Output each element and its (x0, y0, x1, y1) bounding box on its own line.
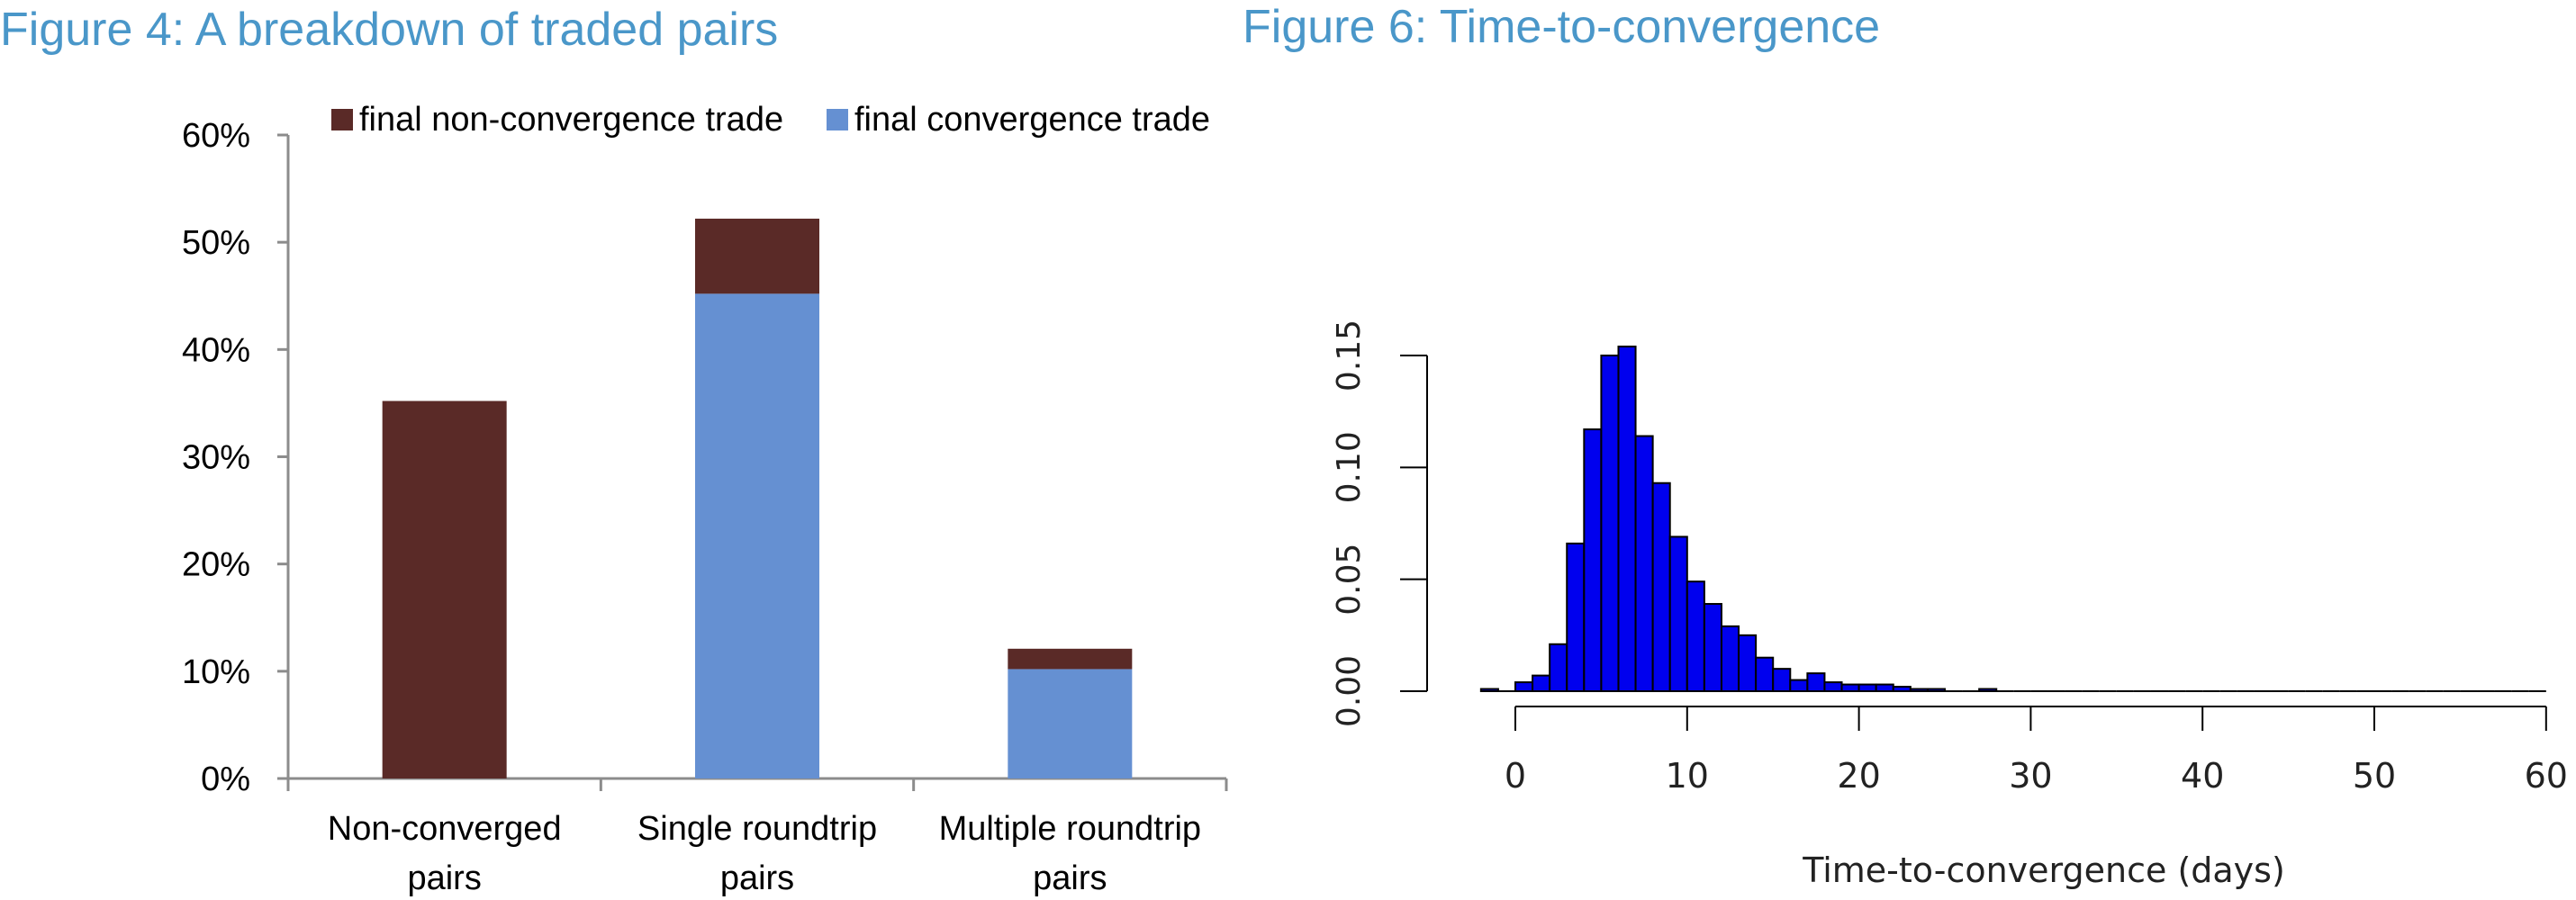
histogram-bar (1738, 634, 1758, 692)
y-tick-label: 0.15 (1331, 320, 1368, 392)
bar-segment (382, 400, 507, 778)
x-tick-label: pairs (720, 860, 794, 897)
y-tick-label: 30% (182, 439, 250, 477)
histogram-bar (1634, 435, 1654, 692)
histogram-bar (1840, 683, 1860, 692)
histogram-bar (1703, 603, 1722, 693)
figure-6-title: Figure 6: Time-to-convergence (1243, 1, 1880, 53)
figure-4-legend: final non-convergence trade final converg… (331, 101, 1210, 139)
figure-4-x-tick-labels: Non-converged pairs Single roundtrip pairs M… (328, 810, 1201, 897)
figure-4: Figure 4: A breakdown of traded pairs fi… (0, 4, 1228, 897)
figure-6-bars (1479, 346, 2546, 693)
legend-swatch (331, 109, 353, 130)
histogram-bar (1686, 580, 1705, 692)
histogram-bar (1617, 346, 1637, 692)
legend-swatch (827, 109, 848, 130)
figure-6-x-axis-label: Time-to-convergence (days) (1802, 850, 2285, 890)
y-tick-label: 60% (182, 117, 250, 155)
y-tick-label: 20% (182, 546, 250, 584)
x-tick-label: 50 (2353, 756, 2396, 796)
histogram-bar (1857, 683, 1877, 692)
histogram-bar (1720, 625, 1740, 692)
histogram-bar (1668, 536, 1688, 692)
figure-6: Figure 6: Time-to-convergence 0.000.050.… (1243, 1, 2568, 890)
x-tick-label: 40 (2181, 756, 2224, 796)
histogram-bar (1583, 428, 1603, 692)
y-tick-label: 0.05 (1331, 544, 1368, 616)
x-tick-label: 60 (2525, 756, 2568, 796)
y-tick-label: 40% (182, 331, 250, 369)
x-tick-label: Single roundtrip (637, 810, 877, 848)
y-tick-label: 0% (201, 760, 250, 798)
bar-segment (1008, 669, 1133, 778)
figure-6-axes: 0.00 0.05 0.10 0.15 0 10 20 30 40 50 60 (1331, 320, 2568, 796)
histogram-bar (1909, 688, 1929, 692)
histogram-bar (1532, 674, 1551, 692)
histogram-bar (1479, 688, 1499, 692)
x-tick-label: 10 (1666, 756, 1709, 796)
histogram-bar (1823, 681, 1843, 693)
bar-segment (1008, 648, 1133, 670)
figure-4-bars (382, 218, 1133, 778)
y-tick-label: 10% (182, 653, 250, 691)
histogram-bar (1755, 656, 1775, 693)
legend-label: final convergence trade (854, 101, 1210, 139)
x-tick-label: Multiple roundtrip (939, 810, 1201, 848)
histogram-bar (1806, 672, 1826, 693)
histogram-bar (1600, 355, 1620, 692)
histogram-bar (1566, 542, 1586, 692)
x-tick-label: pairs (1033, 860, 1107, 897)
y-tick-label: 0.10 (1331, 431, 1368, 503)
x-tick-label: Non-converged (328, 810, 562, 848)
figure-4-title: Figure 4: A breakdown of traded pairs (0, 4, 778, 56)
histogram-bar (1875, 683, 1894, 692)
histogram-bar (1926, 688, 1946, 692)
x-tick-label: pairs (407, 860, 481, 897)
bar-segment (695, 293, 819, 778)
histogram-bar (1789, 679, 1809, 692)
histogram-bar (1772, 668, 1792, 693)
legend-label: final non-convergence trade (359, 101, 783, 139)
bar-segment (695, 218, 819, 294)
histogram-bar (1651, 482, 1671, 692)
histogram-bar (1978, 688, 1998, 692)
histogram-bar (1549, 643, 1568, 693)
x-tick-label: 30 (2009, 756, 2052, 796)
y-tick-label: 0.00 (1331, 655, 1368, 727)
x-tick-label: 0 (1505, 756, 1526, 796)
figure-4-axes: 0% 10% 20% 30% 40% 50% 60% (182, 117, 1228, 798)
x-tick-label: 20 (1837, 756, 1880, 796)
histogram-bar (1892, 686, 1912, 693)
y-tick-label: 50% (182, 224, 250, 262)
histogram-bar (1514, 681, 1534, 693)
